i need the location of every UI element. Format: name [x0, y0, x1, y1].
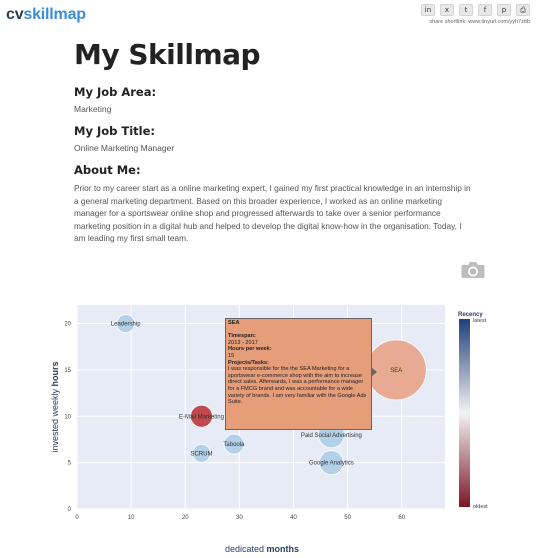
bubble-label: Paid Social Advertising — [301, 433, 362, 439]
share-bar: in x t f p ⎙ share shortlink: www.tinyurl.com… — [390, 4, 530, 25]
bubble-google-analytics[interactable]: Google Analytics — [309, 450, 354, 476]
legend-title: Recency — [458, 312, 483, 318]
tooltip-arrow — [372, 368, 377, 376]
print-icon[interactable]: ⎙ — [516, 4, 530, 16]
x-tick-label: 50 — [344, 515, 351, 521]
tooltip-projects: I was responsible for the the SEA Market… — [228, 366, 367, 406]
tooltip-projects-label: Projects/Tasks: — [228, 359, 269, 366]
about-text: Prior to my career start as a online mar… — [74, 183, 471, 244]
camera-icon[interactable] — [461, 260, 485, 279]
share-icons: in x t f p ⎙ — [390, 4, 530, 16]
y-tick-label: 5 — [68, 461, 72, 467]
y-tick-label: 15 — [64, 368, 71, 374]
x-tick-label: 10 — [128, 515, 135, 521]
bubble-sea[interactable]: SEA — [365, 339, 427, 401]
bubble-label: Google Analytics — [309, 461, 354, 467]
bubble-marker[interactable] — [116, 314, 136, 333]
x-tick-label: 30 — [236, 515, 243, 521]
tooltip-title: SEA — [228, 320, 240, 326]
bubble-e-mail-marketing[interactable]: E-Mail Marketing — [179, 404, 224, 428]
bubble-label: SEA — [390, 368, 402, 374]
bubble-scrum[interactable]: SCRUM — [190, 443, 212, 463]
axis-ticks: 0 5 10 15 20 0 10 20 30 40 50 60 — [64, 322, 405, 521]
xing-icon[interactable]: x — [440, 4, 454, 16]
job-area-value: Marketing — [74, 104, 112, 114]
linkedin-icon[interactable]: in — [421, 4, 435, 16]
tooltip-timespan: 2013 - 2017 — [228, 339, 258, 346]
shortlink[interactable]: share shortlink: www.tinyurl.com/yyh7ztt… — [429, 19, 530, 25]
x-tick-label: 60 — [398, 515, 405, 521]
bubble-label: SCRUM — [190, 451, 212, 457]
about-heading: About Me: — [74, 163, 141, 177]
logo-skillmap: skillmap — [23, 6, 86, 23]
facebook-icon[interactable]: f — [478, 4, 492, 16]
bubble-label: E-Mail Marketing — [179, 414, 224, 420]
pinterest-icon[interactable]: p — [497, 4, 511, 16]
tooltip-hours-label: Hours per week: — [228, 346, 272, 353]
x-tick-label: 20 — [182, 515, 189, 521]
logo-cv: cv — [6, 6, 24, 23]
legend-oldest: oldest — [473, 504, 488, 510]
page-title: My Skillmap — [74, 38, 261, 71]
y-tick-label: 0 — [68, 507, 72, 513]
hover-tooltip: SEA Timespan: 2013 - 2017 Hours per week… — [225, 318, 372, 430]
profile-content: My Skillmap My Job Area: Marketing My Jo… — [74, 38, 474, 245]
legend-latest: latest — [473, 318, 487, 324]
tooltip-timespan-label: Timespan: — [228, 333, 256, 340]
bubble-label: Leadership — [111, 322, 141, 328]
x-tick-label: 40 — [290, 515, 297, 521]
y-tick-label: 10 — [64, 414, 71, 420]
job-area-heading: My Job Area: — [74, 85, 157, 99]
recency-colorbar — [459, 319, 470, 507]
bubble-taboola[interactable]: Taboola — [223, 433, 245, 455]
y-axis-label: invested weekly hours — [50, 361, 60, 452]
bubble-leadership[interactable]: Leadership — [111, 314, 141, 333]
x-axis-label: dedicated months — [225, 544, 299, 554]
tooltip-hours: 15 — [228, 352, 235, 359]
bubble-marker[interactable] — [223, 433, 245, 455]
x-tick-label: 0 — [75, 515, 79, 521]
bubble-marker[interactable] — [192, 443, 211, 463]
job-title-value: Online Marketing Manager — [74, 143, 175, 153]
job-title-heading: My Job Title: — [74, 124, 155, 138]
logo[interactable]: cvskillmap — [6, 6, 86, 24]
twitter-icon[interactable]: t — [459, 4, 473, 16]
bubble-label: Taboola — [223, 442, 245, 448]
bubble-marker[interactable] — [318, 450, 344, 476]
bubble-marker[interactable] — [190, 404, 213, 428]
data-points: Leadership SEA E-Mail Marketing Paid Social… — [111, 314, 427, 476]
y-tick-label: 20 — [64, 322, 71, 328]
